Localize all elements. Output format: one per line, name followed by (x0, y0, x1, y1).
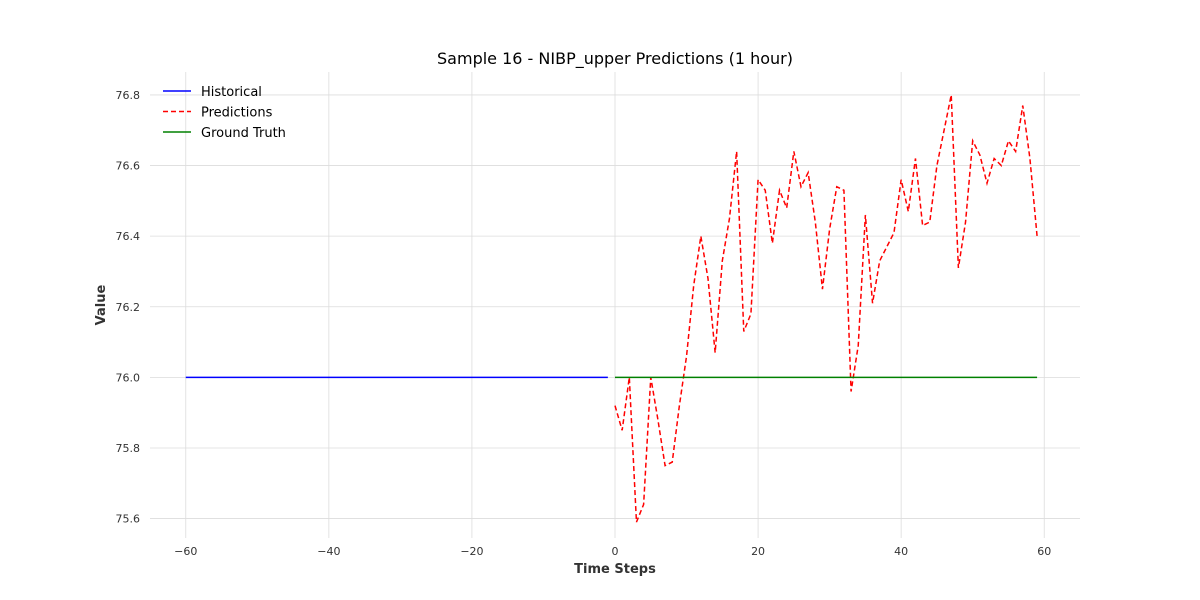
y-tick-label: 76.8 (116, 89, 141, 102)
x-axis-label: Time Steps (574, 562, 656, 577)
series-lines (185, 94, 1038, 523)
grid-lines (150, 72, 1080, 538)
y-tick-label: 75.8 (116, 442, 141, 455)
y-tick-label: 76.2 (116, 301, 141, 314)
y-axis-label: Value (94, 284, 109, 325)
x-tick-label: −60 (174, 545, 197, 558)
legend-entry-label: Ground Truth (201, 126, 286, 141)
tick-labels: −60 −40 −20 0 20 40 60 75.6 75.8 76.0 76.2 76.4 76.6… (116, 89, 1052, 558)
y-tick-label: 76.6 (116, 160, 141, 173)
x-tick-label: 60 (1037, 545, 1051, 558)
x-tick-label: 20 (751, 545, 765, 558)
legend-entry-label: Predictions (201, 106, 273, 121)
y-tick-label: 76.4 (116, 230, 141, 243)
x-tick-label: −40 (317, 545, 340, 558)
chart-title: Sample 16 - NIBP_upper Predictions (1 ho… (437, 49, 793, 69)
y-tick-label: 76.0 (116, 371, 141, 384)
series-line-predictions (614, 94, 1038, 523)
y-tick-label: 75.6 (116, 513, 141, 526)
x-tick-label: 40 (894, 545, 908, 558)
legend-entry-label: Historical (201, 85, 262, 100)
x-tick-label: −20 (460, 545, 483, 558)
x-tick-label: 0 (612, 545, 619, 558)
legend: Historical Predictions Ground Truth (163, 85, 286, 141)
